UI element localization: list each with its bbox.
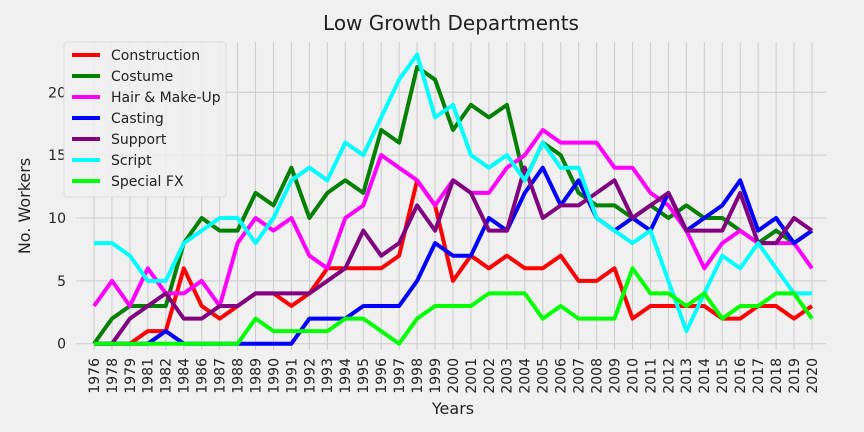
x-tick-label: 1995 [356,358,372,394]
x-tick-label: 2016 [733,358,749,394]
y-tick-label: 5 [57,274,66,290]
y-axis-ticks: 0 5 10 15 20 [48,85,66,352]
y-tick-label: 20 [48,85,66,101]
x-tick-label: 1988 [231,358,247,394]
x-tick-label: 2003 [500,358,516,394]
series-line-special-fx [94,266,814,346]
x-tick-label: 1992 [302,358,318,394]
y-tick-label: 0 [57,337,66,353]
x-tick-label: 2012 [661,358,677,394]
x-tick-label: 1991 [284,358,300,394]
series-line-costume [92,65,814,345]
x-tick-label: 2010 [625,358,641,394]
y-tick-label: 15 [48,148,66,164]
x-tick-label: 2004 [518,358,534,394]
x-tick-label: 2001 [464,358,480,394]
x-tick-label: 1978 [105,358,121,394]
x-tick-label: 1982 [159,358,175,394]
x-tick-label: 1976 [87,358,103,394]
x-tick-label: 1998 [410,358,426,394]
legend-label: Hair & Make-Up [111,90,221,106]
x-tick-label: 2020 [805,358,821,394]
x-tick-label: 2017 [751,358,767,394]
chart-title: Low Growth Departments [323,11,579,35]
legend: Construction Costume Hair & Make-Up Casting… [63,41,227,198]
series-lines [92,52,814,346]
x-tick-label: 2008 [590,358,606,394]
x-tick-label: 1997 [392,358,408,394]
x-tick-label: 1990 [266,358,282,394]
legend-label: Casting [111,111,164,127]
legend-label: Support [111,132,167,148]
x-tick-label: 1994 [338,358,354,394]
x-axis-label: Years [431,399,474,418]
x-tick-label: 2002 [482,358,498,394]
x-tick-label: 2019 [787,358,803,394]
x-tick-label: 1987 [213,358,229,394]
x-axis-ticks: 1976 1978 1979 1981 1982 1984 1986 1987 1988 1989… [87,358,821,394]
y-tick-label: 10 [48,211,66,227]
legend-label: Costume [111,69,173,85]
x-tick-label: 2006 [554,358,570,394]
x-tick-label: 2015 [715,358,731,394]
x-tick-label: 1984 [177,358,193,394]
legend-label: Special FX [111,174,184,190]
series-line-construction [94,178,814,346]
x-tick-label: 2000 [446,358,462,394]
x-tick-label: 2009 [607,358,623,394]
x-tick-label: 1989 [248,358,264,394]
x-tick-label: 2005 [536,358,552,394]
x-tick-label: 1981 [141,358,157,394]
x-tick-label: 2011 [643,358,659,394]
series-line-support [94,165,814,346]
x-tick-label: 1979 [123,358,139,394]
x-tick-label: 2007 [572,358,588,394]
x-tick-label: 1999 [428,358,444,394]
x-tick-label: 2018 [769,358,785,394]
y-axis-label: No. Workers [15,158,34,254]
legend-label: Construction [111,48,200,64]
legend-box [63,41,227,198]
series-line-script [94,52,812,334]
x-tick-label: 1996 [374,358,390,394]
x-tick-label: 1986 [195,358,211,394]
x-tick-label: 2013 [679,358,695,394]
x-tick-label: 2014 [697,358,713,394]
legend-label: Script [111,153,152,169]
x-tick-label: 1993 [320,358,336,394]
